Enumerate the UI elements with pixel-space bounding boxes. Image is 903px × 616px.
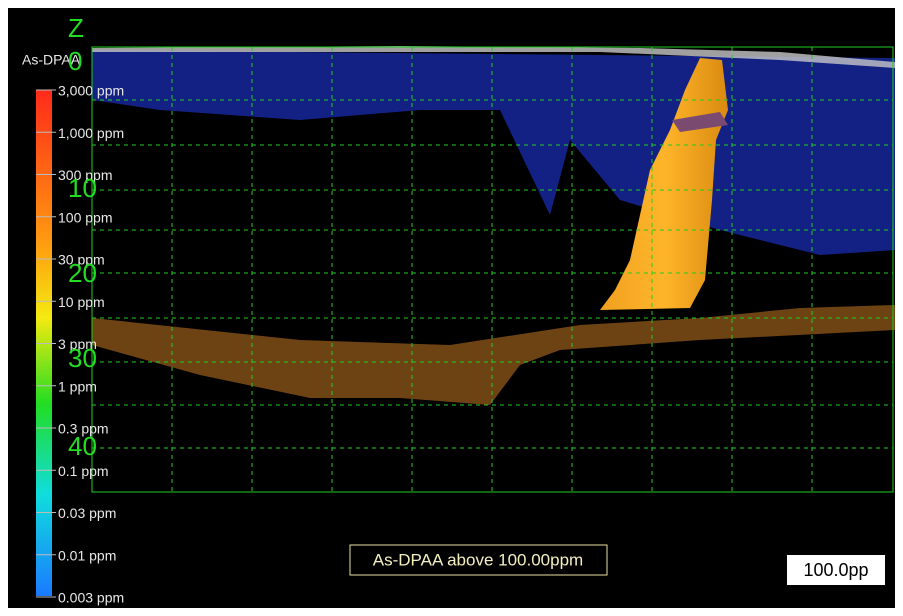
z-axis-label: 40 (68, 431, 97, 461)
legend-label: 10 ppm (58, 294, 105, 310)
plume-band (672, 112, 728, 132)
z-axis-labels: 0 10 20 30 40 (68, 46, 97, 461)
scale-text: 100.0pp (803, 560, 868, 580)
legend-label: 0.3 ppm (58, 421, 109, 437)
annotation: As-DPAA above 100.00ppm (373, 550, 583, 569)
z-axis-label: 30 (68, 343, 97, 373)
legend-label: 3 ppm (58, 336, 97, 352)
legend-label: 1 ppm (58, 378, 97, 394)
legend-label: 100 ppm (58, 209, 112, 225)
z-axis-label: 10 (68, 173, 97, 203)
grid (91, 46, 894, 493)
surface (92, 46, 895, 68)
legend-labels: 3,000 ppm 1,000 ppm 300 ppm 100 ppm 30 ppm 10… (36, 83, 124, 606)
legend-label: 0.1 ppm (58, 463, 109, 479)
z-axis-label: 20 (68, 258, 97, 288)
legend-title: As-DPAA (22, 52, 81, 68)
z-axis-title: Z (68, 13, 84, 43)
legend-label: 0.003 ppm (58, 590, 124, 606)
legend-label: 3,000 ppm (58, 83, 124, 99)
legend-label: 300 ppm (58, 167, 112, 183)
legend-label: 0.01 ppm (58, 547, 116, 563)
brown-layer (92, 305, 895, 405)
legend-label: 0.03 ppm (58, 505, 116, 521)
grid-lines (92, 47, 893, 492)
legend-label: 30 ppm (58, 252, 105, 268)
scene (92, 46, 895, 405)
z-axis-label: 0 (68, 46, 82, 76)
scale-box (787, 555, 885, 585)
legend-label: 1,000 ppm (58, 125, 124, 141)
grid-horizontal (92, 99, 893, 449)
annotation-box (349, 544, 608, 576)
